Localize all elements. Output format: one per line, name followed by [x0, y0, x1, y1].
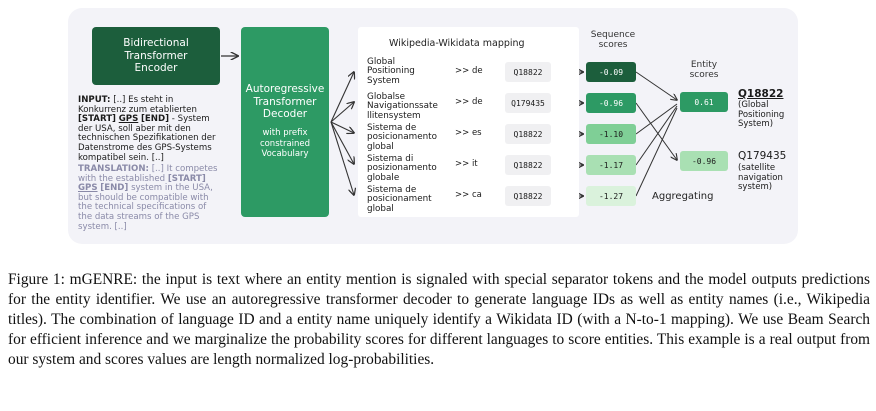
sequence-score-1: -0.09	[586, 62, 636, 82]
entity-id-1: Q18822	[738, 88, 784, 100]
decoder-arrow-3	[330, 121, 354, 133]
decoder-title: Autoregressive Transformer Decoder	[245, 83, 325, 120]
qid-box-4: Q18822	[505, 155, 551, 175]
encoder-label: Bidirectional Transformer Encoder	[123, 37, 189, 75]
title-name-5: Sistema de posicionament global	[367, 185, 432, 214]
sequence-score-3: -1.10	[586, 124, 636, 144]
decoder-block: Autoregressive Transformer Decoder with …	[241, 27, 329, 217]
qid-box-2: Q179435	[505, 93, 551, 113]
entity-score-2: -0.96	[680, 151, 728, 171]
input-end-token: [END]	[141, 114, 170, 125]
input-start-token: [START]	[78, 114, 116, 125]
sequence-scores-heading: Sequence scores	[590, 30, 636, 50]
encoder-block: Bidirectional Transformer Encoder	[92, 27, 220, 85]
entity-id-2: Q179435	[738, 150, 787, 162]
qid-box-5: Q18822	[505, 186, 551, 206]
decoder-arrow-5	[330, 121, 354, 195]
aggregate-line-4	[635, 105, 678, 166]
title-name-1: Global Positioning System	[367, 57, 415, 86]
input-rest: - System der USA, soll aber mit den tech…	[78, 114, 216, 163]
sequence-score-2: -0.96	[586, 93, 636, 113]
figure-caption: Figure 1: mGENRE: the input is text wher…	[8, 271, 870, 368]
decoder-subtitle: with prefix constrained Vocabulary	[259, 128, 311, 159]
entity-desc-1: (Global Positioning System)	[738, 100, 785, 130]
entity-score-1: 0.61	[680, 92, 728, 112]
aggregate-line-2	[635, 102, 677, 160]
qid-box-3: Q18822	[505, 124, 551, 144]
decoder-arrow-1	[330, 72, 354, 123]
sequence-score-4: -1.17	[586, 155, 636, 175]
decoder-arrow-4	[330, 121, 354, 164]
translation-mention: GPS	[78, 183, 98, 194]
input-body: [..] Es steht in Konkurrenz zum etablier…	[78, 95, 197, 115]
translation-body: [..] It competes with the established	[78, 164, 218, 184]
title-name-3: Sistema de posicionamento global	[367, 123, 438, 152]
translation-start-token: [START]	[167, 173, 206, 184]
title-name-4: Sistema di posizionamento globale	[367, 154, 437, 183]
entity-desc-2: (satellite navigation system)	[738, 163, 783, 193]
decoder-arrow-2	[330, 102, 354, 123]
mapping-heading: Wikipedia-Wikidata mapping	[389, 38, 525, 49]
title-name-2: Globalse Navigationssate llitensystem	[367, 92, 438, 121]
sequence-score-5: -1.27	[586, 186, 636, 206]
translation-rest: system in the USA, but should be compati…	[78, 183, 213, 232]
aggregate-line-3	[635, 103, 678, 135]
translation-label: TRANSLATION:	[78, 164, 149, 174]
aggregate-line-1	[635, 71, 677, 100]
qid-box-1: Q18822	[505, 62, 551, 82]
lang-token-4: >> it	[455, 159, 478, 169]
input-text: INPUT: [..] Es steht in Konkurrenz zum e…	[78, 95, 223, 163]
input-mention: GPS	[118, 114, 139, 125]
lang-token-5: >> ca	[455, 190, 482, 200]
entity-scores-heading: Entity scores	[689, 60, 719, 80]
aggregating-label: Aggregating	[652, 191, 714, 202]
translation-text: TRANSLATION: [..] It competes with the e…	[78, 164, 223, 232]
lang-token-1: >> de	[455, 66, 483, 76]
aggregate-line-5	[635, 107, 678, 197]
lang-token-2: >> de	[455, 97, 483, 107]
mapping-panel	[358, 27, 579, 217]
input-label: INPUT:	[78, 95, 111, 105]
lang-token-3: >> es	[455, 128, 482, 138]
translation-end-token: [END]	[100, 183, 129, 194]
